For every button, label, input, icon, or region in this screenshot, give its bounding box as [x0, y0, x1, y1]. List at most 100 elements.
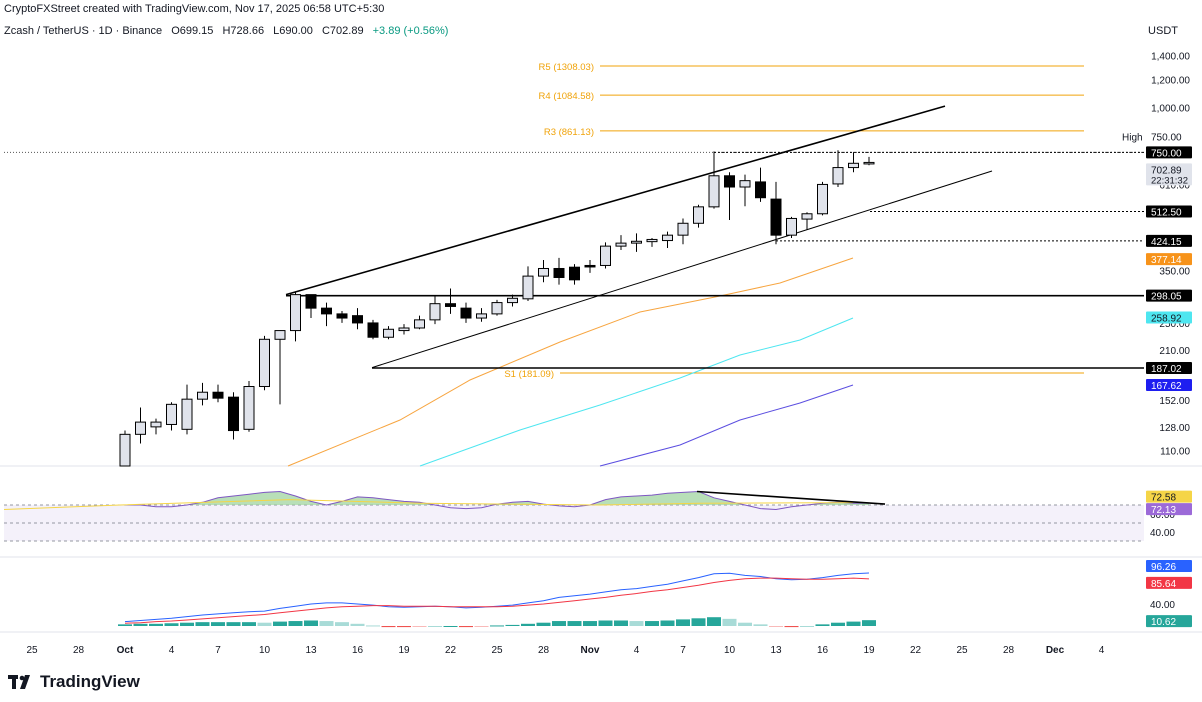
x-tick-label: 7: [215, 645, 221, 656]
macd-histogram-bar: [629, 621, 644, 626]
price-tag: [1146, 234, 1192, 247]
x-tick-label: 4: [1099, 645, 1105, 656]
macd-histogram-bar: [319, 621, 334, 626]
macd-histogram-bar: [722, 618, 737, 626]
candle-down: [724, 175, 735, 188]
x-tick-label: 7: [680, 645, 686, 656]
price-tick-label: 110.00: [1160, 446, 1190, 457]
candle-up: [832, 167, 844, 185]
candle-down: [770, 198, 782, 236]
price-tag-label: 167.62: [1151, 381, 1182, 392]
channel-upper-line: [285, 105, 946, 296]
macd-histogram-bar: [505, 624, 520, 626]
macd-histogram-bar: [366, 625, 380, 627]
macd-histogram-bar: [567, 621, 582, 626]
candle-down: [336, 313, 348, 319]
price-tick-label: 1,400.00: [1151, 51, 1190, 62]
candle-down: [445, 303, 456, 307]
macd-histogram-bar: [304, 620, 318, 626]
macd-histogram-bar: [335, 622, 349, 626]
macd-histogram-bar: [691, 618, 706, 626]
price-tag-label: 377.14: [1151, 255, 1182, 266]
candle-down: [305, 294, 317, 309]
price-tag-label: 424.15: [1151, 237, 1182, 248]
tradingview-logo[interactable]: TradingView: [8, 672, 140, 692]
price-tag: [1146, 576, 1192, 589]
macd-signal-line: [124, 577, 870, 624]
macd-histogram-bar: [257, 622, 272, 626]
candle-up: [398, 327, 410, 332]
candle-down: [212, 391, 224, 399]
macd-histogram-bar: [474, 626, 489, 627]
price-tag: [1146, 205, 1192, 218]
macd-histogram-bar: [195, 622, 210, 626]
candle-up: [243, 386, 255, 430]
price-tag: [1146, 615, 1192, 628]
price-tick-label: 152.00: [1159, 396, 1190, 407]
price-tick-label: 1,200.00: [1151, 75, 1190, 86]
ohlc-open: O699.15: [171, 25, 214, 37]
candle-up: [429, 303, 441, 321]
macd-histogram-bar: [133, 623, 148, 626]
price-tick-label: 350.00: [1159, 267, 1190, 278]
x-tick-label: 28: [538, 645, 550, 656]
macd-histogram-bar: [552, 621, 566, 626]
candle-up: [863, 161, 875, 165]
candle-down: [569, 266, 580, 281]
price-tag-label: 702.89: [1151, 165, 1182, 176]
price-tag: [1146, 163, 1192, 186]
candle-up: [150, 421, 162, 428]
candle-down: [367, 322, 379, 338]
channel-lower-line: [371, 170, 993, 369]
price-tag-label: 96.26: [1151, 562, 1176, 573]
candle-up: [801, 213, 813, 220]
ohlc-change: +3.89 (+0.56%): [372, 25, 449, 37]
moving-average-line: [599, 384, 854, 467]
macd-histogram-bar: [769, 626, 783, 627]
macd-histogram-bar: [583, 621, 597, 626]
macd-histogram-bar: [118, 624, 132, 626]
price-tag: [1146, 560, 1192, 573]
candle-up: [274, 330, 286, 340]
macd-histogram-bar: [815, 624, 830, 626]
price-tag-label: 750.00: [1151, 148, 1182, 159]
macd-histogram-bar: [490, 625, 504, 627]
candle-up: [290, 294, 301, 332]
x-tick-label: 13: [305, 645, 317, 656]
macd-histogram-bar: [676, 619, 690, 626]
macd-histogram-bar: [753, 624, 768, 626]
tradingview-logo-icon: [8, 675, 30, 689]
ohlc-high: H728.66: [222, 25, 265, 37]
symbol-ohlc-legend: Zcash / TetherUS · 1D · Binance O699.15 …: [4, 25, 454, 37]
price-tag-label: 72.13: [1151, 505, 1176, 516]
macd-histogram-bar: [459, 626, 473, 628]
candle-up: [166, 403, 177, 425]
price-tag-label: 85.64: [1151, 579, 1176, 590]
macd-histogram-bar: [381, 626, 396, 628]
candle-up: [662, 234, 673, 242]
price-tick-label: 610.00: [1159, 180, 1190, 191]
candle-up: [786, 217, 797, 236]
x-tick-label: 10: [259, 645, 271, 656]
macd-histogram-bar: [443, 626, 458, 627]
macd-histogram-bar: [784, 626, 799, 628]
candle-up: [817, 183, 828, 215]
price-tick-label: 210.00: [1159, 346, 1190, 357]
price-tick-label: 250.00: [1159, 319, 1190, 330]
candle-up: [848, 162, 859, 169]
price-tag: [1146, 311, 1192, 324]
high-tag-value: 750.00: [1151, 132, 1182, 143]
price-tick-label: 1,000.00: [1151, 104, 1190, 115]
x-tick-label: 19: [863, 645, 875, 656]
symbol-name[interactable]: Zcash / TetherUS · 1D · Binance: [4, 25, 163, 37]
moving-average-line: [419, 317, 854, 467]
price-tag: [1146, 289, 1192, 302]
candle-up: [615, 242, 627, 247]
x-tick-label: 13: [770, 645, 782, 656]
x-tick-label: 28: [73, 645, 85, 656]
candle-up: [197, 391, 208, 400]
moving-average-line: [287, 257, 854, 467]
candle-down: [228, 396, 239, 432]
macd-histogram-bar: [242, 622, 256, 626]
